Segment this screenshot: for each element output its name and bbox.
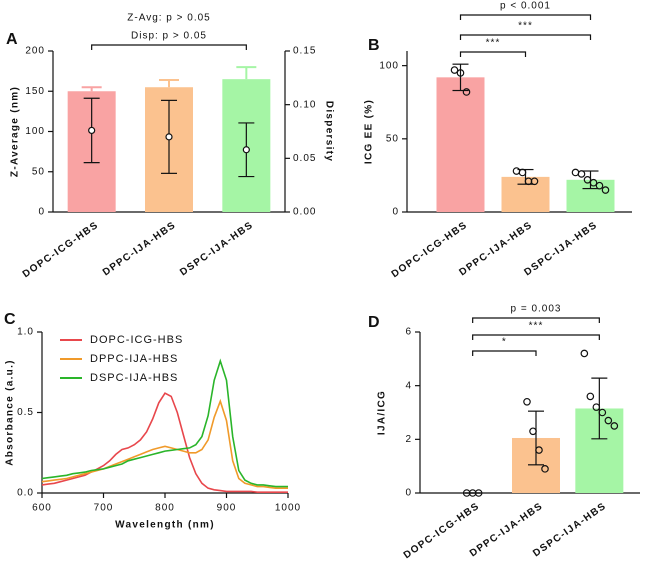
data-point: [598, 408, 607, 417]
bracket: [472, 350, 537, 356]
comparison-label: ***: [529, 321, 544, 332]
y2-tick-label: 0.05: [293, 153, 316, 164]
data-point: [462, 88, 471, 96]
line-series: [41, 398, 288, 489]
data-point: [601, 186, 610, 194]
legend-label: DSPC-IJA-HBS: [90, 372, 178, 384]
y-tick-label: 100: [379, 60, 399, 71]
data-point: [604, 416, 613, 425]
y2-axis-label: Dispersity: [323, 101, 334, 162]
panel-letter: B: [368, 37, 380, 54]
y2-tick-label: 0.15: [293, 46, 316, 57]
line-series: [41, 392, 288, 493]
legend-label: DPPC-IJA-HBS: [90, 353, 178, 365]
y2-tick-label: 0.00: [293, 207, 316, 218]
comparison-label: Disp: p > 0.05: [131, 31, 207, 42]
x-tick-label: 600: [32, 503, 52, 514]
y-tick-label: 6: [405, 327, 412, 338]
data-point: [580, 349, 589, 358]
y-tick-label: 50: [386, 133, 399, 144]
overlay-point: [165, 133, 173, 141]
bracket: [472, 317, 600, 323]
line-series: [41, 358, 288, 488]
y-tick-label: 100: [25, 126, 45, 137]
legend-label: DOPC-ICG-HBS: [90, 334, 183, 346]
y-axis-label: Z-Average (nm): [10, 86, 21, 177]
comparison-label: p = 0.003: [511, 304, 562, 315]
data-point: [610, 422, 619, 430]
data-point: [530, 177, 539, 186]
y-axis-label: Absorbance (a.u.): [5, 359, 16, 466]
x-tick-label: DSPC-IJA-HBS: [178, 220, 255, 279]
y-tick-label: 0.0: [17, 488, 34, 499]
data-point: [535, 446, 543, 454]
panel-letter: C: [4, 311, 16, 328]
y-tick-label: 50: [32, 166, 45, 177]
y-tick-label: 4: [405, 380, 412, 391]
bracket: [91, 44, 247, 50]
y-tick-label: 0.5: [17, 407, 34, 418]
y-tick-label: 0: [405, 488, 412, 499]
y-axis-label: IJA/ICG: [377, 390, 388, 435]
comparison-label: Z-Avg: p > 0.05: [127, 13, 210, 24]
bracket: [459, 51, 527, 57]
data-point: [583, 176, 592, 184]
data-point: [589, 178, 598, 187]
data-point: [595, 181, 604, 190]
data-point: [529, 427, 537, 436]
x-tick-label: 700: [94, 503, 114, 514]
x-tick-label: DPPC-IJA-HBS: [101, 220, 178, 279]
data-point: [586, 392, 595, 401]
data-point: [577, 170, 586, 178]
overlay-point: [88, 126, 96, 135]
overlay-point: [242, 146, 250, 154]
y2-tick-label: 0.10: [293, 99, 316, 110]
x-axis-label: Wavelength (nm): [115, 520, 215, 531]
panel-letter: A: [6, 31, 18, 48]
bracket: [472, 334, 600, 340]
data-point: [571, 168, 580, 177]
y-tick-label: 1.0: [17, 327, 34, 338]
comparison-label: ***: [518, 21, 533, 32]
data-point: [456, 69, 465, 77]
comparison-label: *: [502, 337, 507, 348]
data-point: [592, 403, 601, 411]
data-point: [541, 465, 549, 473]
data-point: [518, 168, 527, 177]
bracket: [459, 34, 592, 40]
x-tick-label: 800: [155, 503, 175, 514]
bar: [436, 77, 485, 212]
data-point: [512, 167, 521, 175]
y-axis-label: ICG EE (%): [364, 99, 375, 164]
panel-letter: D: [368, 314, 380, 331]
y-tick-label: 0: [38, 207, 45, 218]
data-point: [523, 397, 531, 406]
y-tick-label: 2: [405, 434, 412, 445]
x-tick-label: 900: [217, 503, 237, 514]
data-point: [450, 66, 459, 74]
x-tick-label: 1000: [275, 503, 301, 514]
y-tick-label: 0: [392, 207, 399, 218]
x-tick-label: DOPC-ICG-HBS: [21, 220, 101, 281]
comparison-label: ***: [486, 38, 501, 49]
y-tick-label: 150: [25, 86, 45, 97]
y-tick-label: 200: [25, 46, 45, 57]
bracket: [459, 14, 592, 20]
data-point: [474, 489, 483, 497]
comparison-label: p < 0.001: [500, 1, 551, 12]
